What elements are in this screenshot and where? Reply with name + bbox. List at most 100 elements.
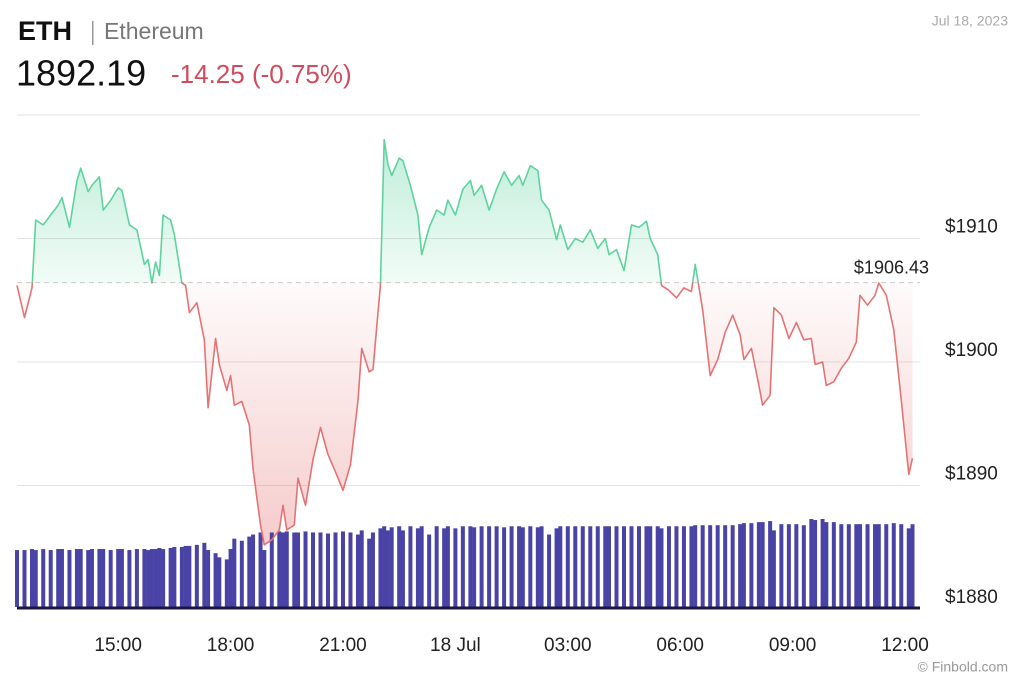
volume-bar xyxy=(517,526,522,607)
volume-bar xyxy=(460,526,465,607)
volume-bar xyxy=(738,524,743,607)
volume-bar xyxy=(659,528,664,607)
volume-bar xyxy=(547,534,552,607)
volume-bar xyxy=(535,527,540,607)
y-tick-label: $1890 xyxy=(945,464,998,485)
volume-bar xyxy=(194,544,199,607)
volume-bar xyxy=(715,525,720,607)
volume-bar xyxy=(172,546,177,607)
volume-bar xyxy=(621,526,626,607)
area-fill xyxy=(17,139,913,545)
volume-bar xyxy=(408,526,413,607)
volume-bar xyxy=(97,549,102,607)
volume-bar xyxy=(325,533,330,607)
volume-bar xyxy=(554,528,559,607)
volume-bar xyxy=(708,525,713,607)
price-change: -14.25 (-0.75%) xyxy=(171,59,352,89)
volume-bar xyxy=(385,530,390,607)
volume-bar xyxy=(277,531,282,607)
x-tick-label: 03:00 xyxy=(544,635,592,656)
volume-bar xyxy=(348,532,353,607)
volume-bar xyxy=(228,549,233,607)
volume-bar xyxy=(213,553,218,607)
y-tick-label: $1910 xyxy=(945,217,998,238)
volume-bar xyxy=(382,526,387,607)
volume-bar xyxy=(378,528,383,607)
volume-bar xyxy=(854,524,859,607)
volume-bar xyxy=(359,530,364,607)
volume-bar xyxy=(723,525,728,607)
volume-bar xyxy=(786,524,791,607)
volume-bar xyxy=(251,534,256,607)
volume-bar xyxy=(644,526,649,607)
volume-bar xyxy=(59,549,64,607)
volume-bar xyxy=(858,524,863,607)
separator xyxy=(92,21,94,45)
volume-bar xyxy=(296,532,301,607)
volume-bar xyxy=(397,526,402,607)
volume-bar xyxy=(206,550,211,607)
x-tick-label: 18 Jul xyxy=(430,635,481,656)
x-tick-label: 15:00 xyxy=(94,635,142,656)
volume-bar xyxy=(168,547,173,607)
volume-bar xyxy=(884,524,889,607)
volume-bar xyxy=(558,526,563,607)
volume-bar xyxy=(580,526,585,607)
volume-bar xyxy=(520,527,525,607)
volume-bar xyxy=(494,526,499,607)
volume-bar xyxy=(419,526,424,607)
volume-bar xyxy=(101,549,106,607)
volume-bar xyxy=(217,557,222,607)
volume-bar xyxy=(831,522,836,607)
volume-bar xyxy=(157,547,162,607)
volume-bar xyxy=(247,536,252,607)
volume-bar xyxy=(472,527,477,607)
volume-bar xyxy=(415,528,420,607)
volume-bar xyxy=(794,524,799,607)
volume-bar xyxy=(142,549,147,607)
asset-name: Ethereum xyxy=(104,18,204,44)
volume-bar xyxy=(539,526,544,607)
volume-bar xyxy=(67,550,72,607)
volume-bar xyxy=(891,523,896,607)
volume-bar xyxy=(146,550,151,607)
volume-bar xyxy=(693,525,698,607)
volume-bar xyxy=(655,526,660,607)
volume-bar xyxy=(153,549,158,607)
volume-bar xyxy=(801,525,806,607)
volume-bar xyxy=(202,542,207,607)
volume-bar xyxy=(595,526,600,607)
volume-bar xyxy=(629,526,634,607)
volume-bar xyxy=(899,524,904,607)
volume-bar xyxy=(119,549,124,607)
volume-bar xyxy=(636,526,641,607)
volume-bar xyxy=(262,550,267,607)
volume-bar xyxy=(183,545,188,607)
volume-bar xyxy=(771,530,776,607)
volume-bar xyxy=(614,526,619,607)
baseline-label: $1906.43 xyxy=(854,257,929,277)
volume-bar xyxy=(281,532,286,607)
y-tick-label: $1900 xyxy=(945,340,998,361)
volume-bar xyxy=(479,526,484,607)
volume-bar xyxy=(666,526,671,607)
x-tick-label: 09:00 xyxy=(769,635,817,656)
volume-bar xyxy=(910,524,915,607)
volume-bar xyxy=(588,526,593,607)
volume-bar xyxy=(820,519,825,607)
volume-bar xyxy=(573,526,578,607)
volume-bar xyxy=(681,526,686,607)
volume-bar xyxy=(89,549,94,607)
volume-bar xyxy=(303,531,308,607)
volume-bar xyxy=(269,532,274,607)
volume-bar xyxy=(434,526,439,607)
volume-bar xyxy=(442,528,447,607)
volume-bar xyxy=(760,522,765,607)
volume-bar xyxy=(33,550,38,607)
volume-bar xyxy=(318,532,323,607)
volume-bar xyxy=(839,524,844,607)
volume-bar xyxy=(149,549,154,607)
volume-bar xyxy=(333,532,338,607)
volume-bar xyxy=(29,549,34,607)
volume-bar xyxy=(741,523,746,607)
